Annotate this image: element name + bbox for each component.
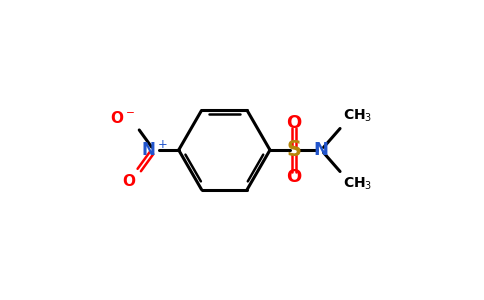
- Text: O$^-$: O$^-$: [110, 110, 135, 126]
- Text: N: N: [314, 141, 329, 159]
- Text: O: O: [122, 174, 135, 189]
- Text: S: S: [287, 140, 302, 160]
- Text: O: O: [287, 168, 302, 186]
- Text: O: O: [287, 114, 302, 132]
- Text: CH$_3$: CH$_3$: [343, 176, 373, 192]
- Text: CH$_3$: CH$_3$: [343, 108, 373, 124]
- Text: N$^+$: N$^+$: [141, 140, 168, 160]
